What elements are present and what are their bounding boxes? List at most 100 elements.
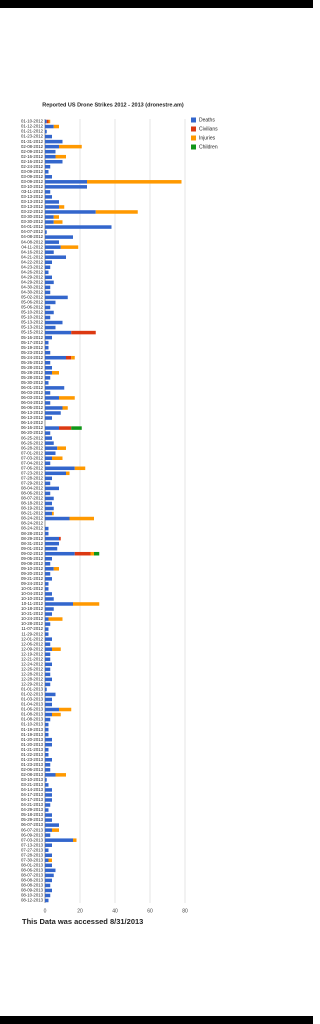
bar-segment	[59, 205, 65, 209]
y-tick-label: 10-01-2012	[21, 586, 44, 591]
y-tick-label: 04-08-2012	[21, 239, 44, 244]
bar-segment	[45, 335, 52, 340]
bar-segment	[71, 426, 82, 430]
bar-segment	[74, 551, 91, 556]
bar-segment	[45, 752, 49, 757]
y-tick-label: 04-29-2013	[21, 807, 44, 812]
y-tick-label: 06-07-2013	[21, 827, 44, 832]
bar-segment	[45, 255, 66, 259]
y-tick-label: 04-21-2012	[21, 254, 44, 259]
y-tick-label: 03-21-2013	[21, 782, 44, 787]
bar-segment	[45, 546, 58, 551]
y-tick-label: 06-25-2012	[21, 435, 44, 440]
page: {"chart_data": {"type": "stacked-bar-hor…	[0, 0, 313, 1024]
bar-segment	[45, 813, 52, 817]
y-tick-label: 08-29-2012	[21, 536, 44, 541]
bar-segment	[45, 215, 54, 219]
bar-segment	[45, 129, 47, 134]
y-tick-label: 04-23-2012	[21, 264, 44, 269]
bar-segment	[45, 888, 52, 893]
y-tick-label: 08-01-2013	[21, 862, 44, 867]
bar-segment	[45, 235, 73, 239]
y-tick-label: 08-06-2012	[21, 491, 44, 496]
bar-segment	[45, 476, 52, 481]
bar-segment	[45, 426, 59, 430]
y-tick-label: 04-26-2012	[21, 269, 44, 274]
y-tick-label: 01-31-2012	[21, 139, 44, 144]
bar-segment	[45, 290, 51, 295]
bar-segment	[45, 788, 52, 792]
bar-segment	[45, 210, 96, 214]
bar-segment	[45, 778, 47, 782]
bar-segment	[59, 707, 72, 712]
bar-segment	[45, 763, 51, 767]
bar-segment	[71, 355, 75, 360]
bar-segment	[60, 245, 79, 249]
bar-segment	[45, 149, 56, 154]
bar-segment	[45, 325, 56, 330]
y-tick-label: 01-23-2013	[21, 757, 44, 762]
bar-segment	[45, 662, 52, 667]
bar-segment	[45, 617, 49, 621]
y-tick-label: 01-20-2013	[21, 737, 44, 742]
bar-segment	[45, 416, 52, 420]
y-tick-label: 04-17-2013	[21, 797, 44, 802]
y-tick-label: 09-21-2012	[21, 576, 44, 581]
bar-segment	[45, 139, 63, 144]
legend-label: Civilians	[199, 126, 218, 132]
y-tick-label: 03-09-2012	[21, 174, 44, 179]
y-tick-label: 03-22-2012	[21, 209, 44, 214]
bar-segment	[45, 170, 49, 174]
bar-segment	[45, 878, 52, 883]
bar-segment	[45, 828, 52, 832]
bar-segment	[45, 747, 49, 752]
y-tick-label: 08-10-2013	[21, 893, 44, 898]
bar-segment	[66, 355, 72, 360]
bar-segment	[48, 119, 51, 124]
bar-segment	[52, 712, 61, 717]
y-tick-label: 01-23-2013	[21, 762, 44, 767]
y-tick-label: 02-09-2012	[21, 149, 44, 154]
bar-segment	[45, 461, 51, 466]
y-tick-label: 06-20-2012	[21, 430, 44, 435]
bar-segment	[45, 562, 51, 566]
bar-segment	[45, 285, 51, 290]
y-tick-label: 04-29-2012	[21, 274, 44, 279]
y-tick-label: 09-24-2012	[21, 581, 44, 586]
bar-segment	[45, 702, 52, 707]
bar-segment	[57, 446, 66, 450]
bar-segment	[45, 607, 54, 611]
y-tick-label: 07-03-2012	[21, 455, 44, 460]
bar-segment	[45, 496, 54, 501]
bar-segment	[59, 536, 61, 541]
bar-segment	[45, 577, 52, 581]
y-tick-label: 07-06-2012	[21, 465, 44, 470]
bar-segment	[45, 220, 54, 224]
y-tick-label: 04-16-2012	[21, 249, 44, 254]
y-tick-label: 07-03-2013	[21, 837, 44, 842]
bar-segment	[45, 556, 52, 561]
y-tick-label: 06-09-2013	[21, 832, 44, 837]
y-tick-label: 01-22-2013	[21, 752, 44, 757]
bar-segment	[45, 401, 51, 405]
bar-segment	[45, 773, 56, 777]
bar-segment	[45, 386, 65, 390]
bar-segment	[45, 808, 49, 812]
bar-segment	[45, 280, 54, 285]
y-tick-label: 05-13-2012	[21, 320, 44, 325]
y-tick-label: 04-29-2012	[21, 279, 44, 284]
bar-segment	[74, 466, 86, 471]
bottom-bar	[0, 1016, 313, 1024]
y-tick-label: 05-18-2013	[21, 812, 44, 817]
bar-segment	[45, 396, 59, 400]
y-tick-label: 08-24-2012	[21, 516, 44, 521]
bar-segment	[45, 185, 87, 189]
bar-segment	[62, 406, 68, 410]
bar-segment	[45, 572, 51, 576]
y-tick-label: 06-14-2012	[21, 420, 44, 425]
bar-segment	[45, 712, 52, 717]
bar-segment	[45, 175, 52, 179]
bar-segment	[45, 250, 54, 254]
y-tick-label: 05-10-2012	[21, 310, 44, 315]
bar-segment	[45, 657, 51, 662]
